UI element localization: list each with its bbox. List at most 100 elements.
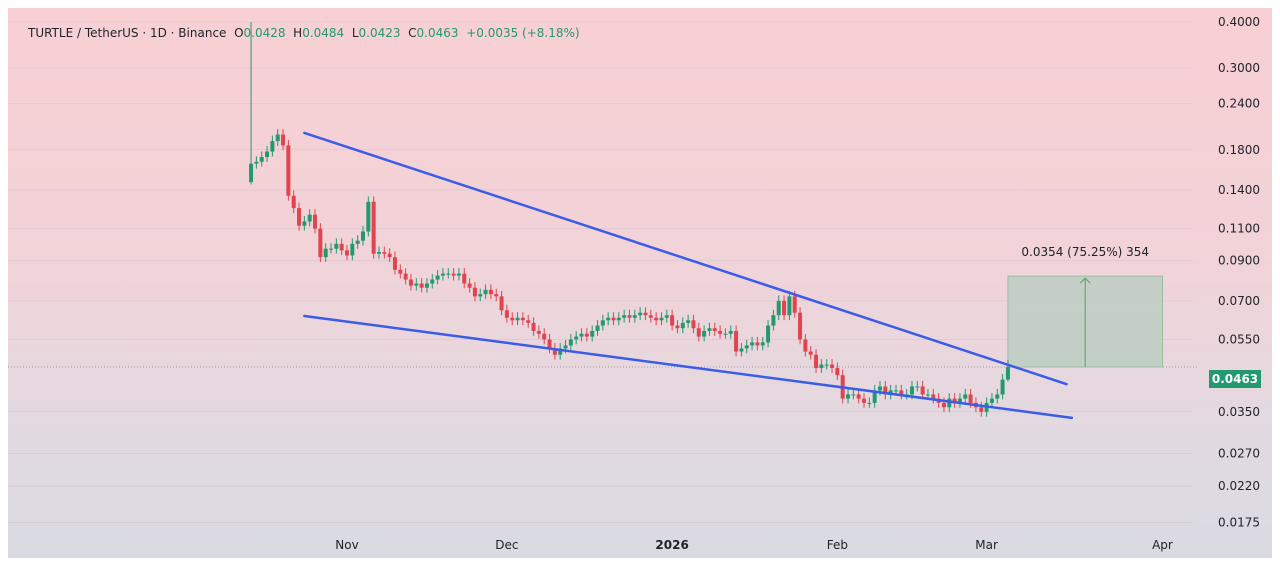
candle-body [334,243,339,249]
candle-body [339,243,344,251]
candle [419,278,424,293]
candle-body [744,345,749,349]
candle [675,320,680,334]
candle-body [616,317,621,321]
candle [915,380,920,392]
candle-body [558,348,563,355]
candle-body [947,398,952,408]
candle [824,359,829,370]
candle-body [776,300,781,316]
y-tick-label: 0.4000 [1218,15,1260,29]
candle [526,314,531,328]
candle-body [1005,367,1010,380]
candle [504,304,509,323]
symbol-legend: TURTLE / TetherUS · 1D · Binance O0.0428… [28,26,580,40]
candle-body [830,364,835,369]
candle [680,317,685,334]
candle [723,328,728,339]
candle [862,393,867,408]
measure-arrowhead-icon [1079,277,1091,284]
y-tick-label: 0.1400 [1218,183,1260,197]
chart-area[interactable]: 0.4000 0.3000 0.2400 0.1800 0.1400 0.1100 0.09… [8,8,1272,558]
close-value: 0.0463 [416,26,459,40]
candle [472,282,477,302]
candle [313,209,318,234]
candle [814,349,819,373]
candle-body [702,330,707,337]
y-tick-label: 0.0350 [1218,405,1260,419]
close-label: C [408,26,417,40]
symbol-title[interactable]: TURTLE / TetherUS · 1D · Binance [28,26,227,40]
y-tick-label: 0.1100 [1218,222,1260,236]
candle [702,325,707,342]
candle-body [307,214,312,222]
candle [712,322,717,336]
candle-body [584,333,589,337]
candle-body [675,325,680,329]
candle-body [552,348,557,355]
candle [979,401,984,417]
lower-trendline[interactable] [303,314,1074,420]
candle-body [707,328,712,331]
candle-body [627,315,632,318]
candle [648,309,653,323]
x-tick-label: Dec [495,538,518,552]
candle [366,196,371,237]
candle-body [568,339,573,346]
candle-body [648,315,653,318]
y-tick-label: 0.0270 [1218,446,1260,460]
y-tick-label: 0.0550 [1218,332,1260,346]
candle-body [659,317,664,321]
candle [339,238,344,256]
upper-trendline[interactable] [303,131,1068,386]
candle-body [632,315,637,318]
y-tick-label: 0.0700 [1218,294,1260,308]
candle-body [281,134,286,146]
candle [846,388,851,404]
candle-body [808,351,813,355]
candle-body [755,342,760,346]
candle [552,342,557,360]
candle-body [499,296,504,311]
candle-body [451,273,456,276]
candle-body [680,322,685,329]
candle [888,384,893,400]
candle-body [787,296,792,316]
y-tick-label: 0.3000 [1218,61,1260,75]
candle [872,384,877,408]
candle [728,325,733,339]
candle-body [360,231,365,241]
candle-body [835,368,840,376]
open-value: 0.0428 [243,26,286,40]
candle [483,284,488,300]
candle [782,295,787,321]
candle [803,333,808,357]
candle-body [819,364,824,369]
candle [259,151,264,167]
candle-body [915,386,920,388]
candle-body [867,402,872,404]
candle [403,268,408,285]
candle-body [526,320,531,323]
price-chart[interactable]: 0.4000 0.3000 0.2400 0.1800 0.1400 0.1100 0.09… [8,8,1272,558]
candle-body [329,248,334,250]
candle-body [579,333,584,337]
candle-body [718,330,723,334]
candle-body [291,195,296,209]
candle-body [403,273,408,280]
candle [345,244,349,261]
candle [499,290,504,316]
candle-body [941,402,946,408]
candle [696,322,701,342]
candle-body [520,317,525,321]
candle-body [467,283,472,288]
candle-body [355,240,360,244]
candle-body [995,394,1000,399]
candle [627,309,632,323]
candle-body [414,283,419,286]
candle-body [249,163,254,183]
candle [494,288,499,302]
candle [440,268,445,281]
candle [446,268,451,279]
candle [360,225,365,246]
